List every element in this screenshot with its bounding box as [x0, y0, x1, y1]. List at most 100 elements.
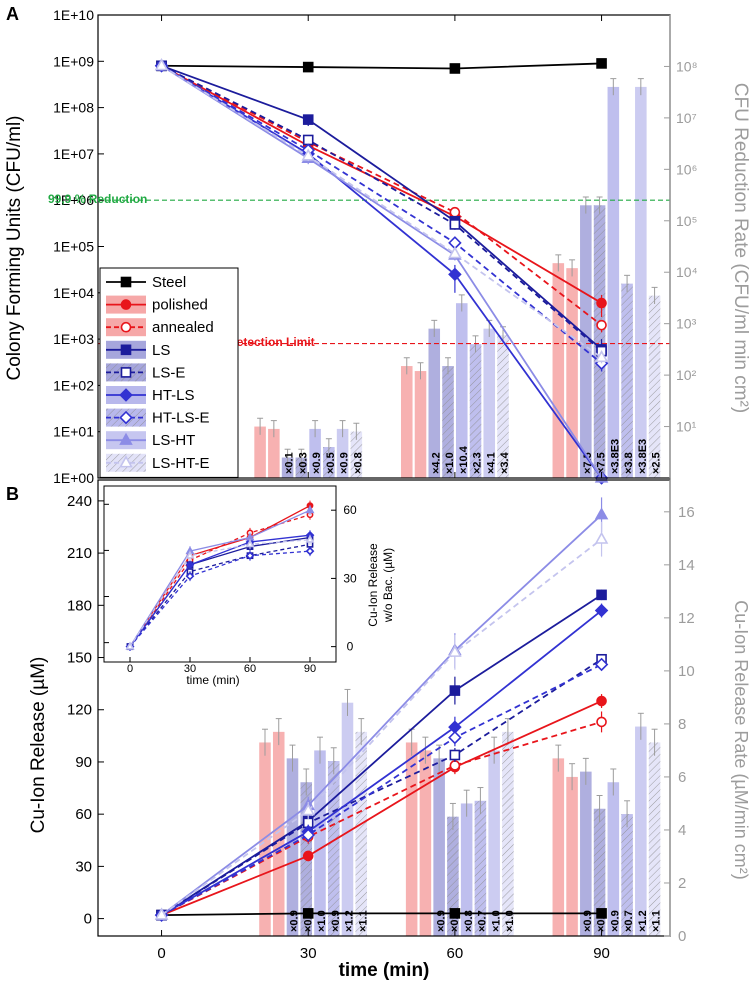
point-b-LS-HT-3	[594, 507, 609, 520]
a-right-tick-label-0: 10¹	[676, 419, 697, 435]
line-a-LS-E	[161, 64, 603, 352]
bar-a-hatch-LS-HT-E-60	[497, 335, 509, 478]
point-b-HT-LS-3	[594, 603, 609, 618]
line-b-HT-LS	[161, 609, 603, 916]
line-b-polished	[161, 700, 602, 916]
panel-a-plot: ×0.1 ×0.3 ×0.9 ×0.5 ×0.9 ×0.8 ×4.2 ×1.0 ×10.4 ×2.…	[53, 7, 697, 486]
point-b-HT-LS-E-3	[594, 657, 609, 672]
bar-b-HT-LS-30	[314, 750, 326, 936]
a-left-tick-label-7: 1E+07	[53, 146, 94, 162]
legend-label-HT-LS-E: HT-LS-E	[152, 410, 210, 427]
line-b-LS-E	[161, 658, 603, 916]
inset-x-axis-title: time (min)	[186, 673, 239, 687]
line-b-LS-HT	[161, 514, 603, 916]
legend-label-LS-HT: LS-HT	[152, 432, 195, 449]
factor-b-t90-4: ×1.2	[637, 910, 649, 932]
legend-marker-LS-E	[120, 367, 132, 378]
factor-a-t90-4: ×3.8E3	[637, 439, 649, 474]
legend-label-LS: LS	[152, 342, 170, 359]
bar-a-polished-90	[552, 263, 565, 478]
panel-b-left-axis-title: Cu-Ion Release (µM)	[28, 657, 49, 834]
line-a-polished	[161, 64, 603, 304]
bar-a-hatch-LS-HT-E-30	[350, 431, 363, 478]
panel-b-plot: ×0.9 ×0.9 ×1.0 ×0.9 ×1.2 ×1.1 ×0.9 ×0.7 ×0.8 ×0.7…	[67, 479, 695, 962]
point-a-LS-E-2	[449, 219, 461, 230]
b-left-tick-label-2: 60	[75, 806, 92, 823]
line-b-LS-HT-E	[161, 538, 603, 916]
line-a-LS-HT-E	[161, 65, 603, 359]
line-a-annealed	[161, 64, 603, 326]
legend-marker-LS-HT-E	[119, 455, 133, 468]
inset-y-axis-title-line2: w/o Bac. (µM)	[381, 548, 395, 623]
bar-b-LS-60	[433, 758, 445, 936]
inset-point-LS-HT-E-3	[305, 534, 315, 543]
bar-b-LS-HT-30	[341, 702, 354, 936]
inset-line-HT-LS	[129, 534, 311, 648]
factor-a-t30-1: ×0.3	[297, 452, 309, 474]
bar-b-hatch-LS-HT-E-60	[502, 731, 514, 936]
factor-b-t60-4: ×1.0	[490, 910, 502, 932]
bar-a-HT-LS-30	[309, 428, 321, 478]
factor-b-t90-2: ×0.9	[609, 910, 621, 932]
bar-b-LS-90	[580, 771, 592, 936]
bar-b-polished-60	[405, 742, 418, 936]
factor-b-t60-3: ×0.7	[477, 910, 489, 932]
b-right-tick-label-0: 0	[678, 928, 686, 945]
bar-a-LS-HT-60	[483, 328, 496, 478]
point-b-HT-LS-E-1	[301, 828, 315, 842]
bar-a-HT-LS-60	[455, 303, 468, 478]
point-b-LS-3	[596, 589, 607, 601]
b-right-tick-label-4: 8	[678, 716, 686, 733]
point-a-HT-LS-2	[448, 267, 462, 282]
legend-marker-LS	[120, 344, 132, 356]
legend-marker-HT-LS	[119, 388, 133, 402]
legend-label-LS-E: LS-E	[152, 364, 185, 381]
factor-b-t30-2: ×1.0	[316, 910, 328, 932]
bar-b-polished-30	[259, 742, 271, 936]
bar-b-hatch-HT-LS-E-60	[474, 800, 487, 936]
point-a-LS-HT-E-0	[154, 58, 169, 71]
factor-a-t30-5: ×0.8	[352, 452, 364, 474]
point-b-LS-HT-E-1	[301, 803, 315, 816]
factor-b-t90-0: ×0.9	[582, 910, 594, 932]
factor-a-t90-2: ×3.8E3	[609, 439, 621, 474]
point-a-Steel-1	[302, 61, 314, 73]
point-b-polished-1	[302, 850, 314, 862]
factor-a-t60-3: ×2.3	[472, 452, 484, 474]
point-b-LS-HT-E-0	[154, 907, 169, 920]
bar-b-hatch-LS-E-90	[593, 808, 606, 936]
inset-line-annealed	[129, 514, 311, 648]
b-left-tick-label-0: 0	[84, 911, 92, 928]
point-a-polished-3	[596, 297, 607, 309]
panel-b-right-axis-title: Cu-Ion Release Rate (µM/min cm²)	[731, 600, 751, 879]
a-left-tick-label-2: 1E+02	[53, 377, 94, 393]
factor-a-t60-5: ×3.4	[499, 451, 511, 474]
a-left-tick-label-5: 1E+05	[53, 239, 94, 255]
factor-a-t30-2: ×0.9	[311, 452, 323, 474]
factor-a-t30-3: ×0.5	[325, 452, 337, 474]
a-right-tick-label-6: 10⁷	[676, 110, 697, 126]
point-a-LS-HT-E-3	[594, 350, 609, 363]
legend-label-annealed: annealed	[152, 319, 214, 336]
point-a-LS-HT-E-1	[301, 148, 315, 161]
bar-a-polished-30	[254, 426, 266, 478]
b-left-tick-label-3: 90	[75, 754, 92, 771]
b-right-tick-label-6: 12	[678, 610, 695, 627]
a-right-tick-label-2: 10³	[676, 316, 697, 332]
detection-limit-label: Detection Limit	[228, 335, 315, 349]
factor-a-t60-1: ×1.0	[444, 452, 456, 474]
bar-a-LS-90	[580, 205, 592, 479]
factor-b-t30-0: ×0.9	[289, 910, 301, 932]
b-right-tick-label-1: 2	[678, 875, 686, 892]
point-b-annealed-2	[449, 760, 461, 771]
bar-a-hatch-HT-LS-E-60	[469, 344, 482, 478]
factor-b-t60-5: ×1.0	[504, 910, 516, 932]
legend-label-Steel: Steel	[152, 274, 186, 291]
inset-right-tick-label-1: 30	[343, 571, 357, 585]
factor-a-t60-4: ×4.1	[485, 452, 497, 474]
line-b-Steel	[161, 912, 602, 917]
panel-a-right-axis-title: CFU Reduction Rate (CFU/ml min cm²)	[730, 83, 751, 413]
point-b-Steel-3	[596, 908, 607, 919]
bar-a-annealed-30	[268, 428, 280, 478]
